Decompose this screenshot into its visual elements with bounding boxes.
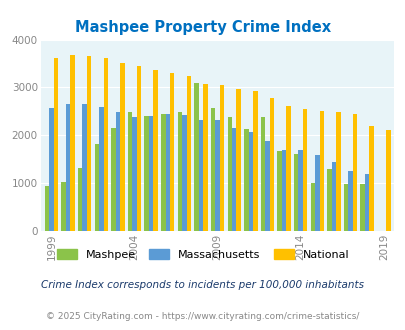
Bar [286,106,290,231]
Bar [364,174,369,231]
Bar [132,117,136,231]
Bar [111,128,115,231]
Bar [99,107,103,231]
Bar [248,132,252,231]
Bar [277,150,281,231]
Bar [302,109,307,231]
Bar [53,58,58,231]
Bar [82,104,87,231]
Bar [227,117,231,231]
Bar [144,116,149,231]
Bar [153,70,158,231]
Bar [78,168,82,231]
Bar [236,89,241,231]
Bar [347,171,352,231]
Bar [70,55,75,231]
Bar [177,112,182,231]
Bar [66,104,70,231]
Bar [120,63,124,231]
Bar [220,84,224,231]
Bar [310,183,314,231]
Bar [49,108,53,231]
Bar [314,155,319,231]
Bar [203,84,207,231]
Bar [210,108,215,231]
Bar [369,126,373,231]
Bar [194,83,198,231]
Bar [252,91,257,231]
Bar [103,58,108,231]
Bar [298,150,302,231]
Bar [87,56,91,231]
Bar [281,150,286,231]
Bar [186,77,191,231]
Bar [61,182,66,231]
Bar [343,183,347,231]
Bar [45,186,49,231]
Text: © 2025 CityRating.com - https://www.cityrating.com/crime-statistics/: © 2025 CityRating.com - https://www.city… [46,312,359,321]
Legend: Mashpee, Massachusetts, National: Mashpee, Massachusetts, National [52,245,353,264]
Bar [215,120,220,231]
Bar [352,114,356,231]
Text: Mashpee Property Crime Index: Mashpee Property Crime Index [75,20,330,35]
Bar [264,141,269,231]
Bar [319,112,323,231]
Bar [170,73,174,231]
Bar [243,129,248,231]
Bar [165,114,170,231]
Bar [128,112,132,231]
Bar [335,112,340,231]
Bar [293,154,298,231]
Bar [94,145,99,231]
Bar [231,128,236,231]
Bar [136,66,141,231]
Bar [385,130,390,231]
Bar [161,114,165,231]
Bar [198,120,203,231]
Bar [326,169,331,231]
Bar [360,183,364,231]
Bar [182,115,186,231]
Bar [331,162,335,231]
Bar [260,117,264,231]
Bar [269,98,273,231]
Bar [149,116,153,231]
Bar [115,112,120,231]
Text: Crime Index corresponds to incidents per 100,000 inhabitants: Crime Index corresponds to incidents per… [41,280,364,290]
